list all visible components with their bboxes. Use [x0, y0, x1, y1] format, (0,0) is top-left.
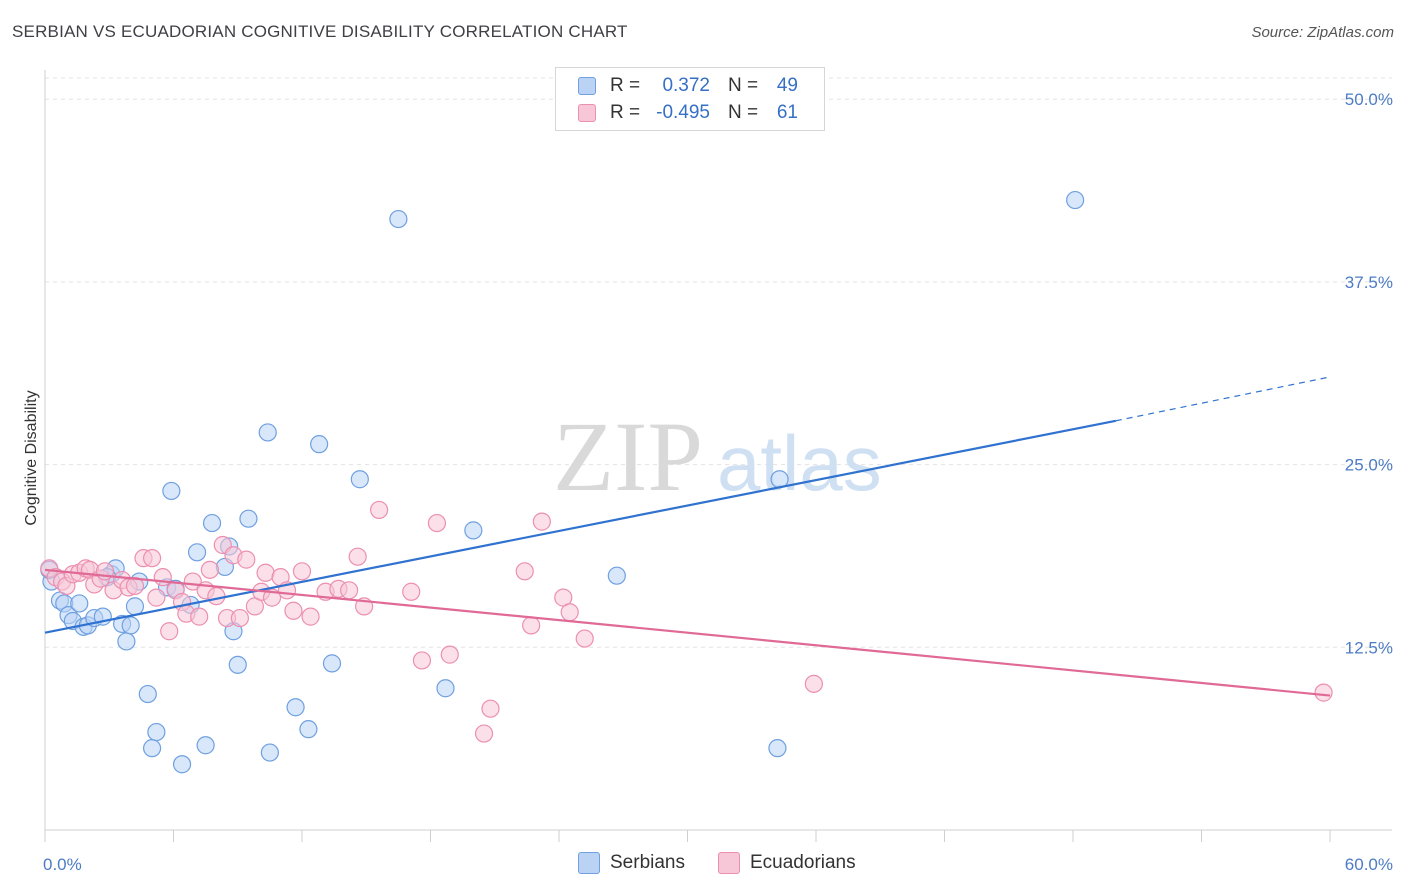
legend-r-label: R =: [610, 75, 641, 96]
series-label-ecuadorians: Ecuadorians: [750, 852, 856, 873]
data-point: [142, 549, 162, 568]
series-legend-ecuadorians[interactable]: Ecuadorians: [718, 852, 856, 874]
data-point: [147, 588, 166, 607]
y-axis-label: Cognitive Disability: [23, 390, 40, 525]
data-point: [239, 509, 258, 528]
data-point: [147, 722, 166, 742]
y-tick-label: 12.5%: [1345, 638, 1393, 657]
data-point: [256, 563, 275, 582]
data-point: [187, 543, 207, 562]
data-point: [481, 699, 500, 718]
data-point: [474, 724, 494, 743]
data-point: [286, 698, 305, 717]
data-point: [340, 581, 359, 600]
data-points: [40, 190, 1333, 774]
data-point: [301, 607, 320, 626]
data-point: [402, 582, 421, 601]
data-point: [117, 632, 136, 651]
data-point: [125, 597, 145, 616]
data-point: [310, 435, 329, 454]
data-point: [440, 645, 459, 664]
y-tick-label: 50.0%: [1345, 90, 1393, 109]
legend-n-value: 49: [776, 75, 798, 96]
data-point: [172, 755, 192, 774]
data-point: [196, 736, 215, 755]
data-point: [260, 743, 279, 762]
data-point: [389, 209, 408, 229]
series-swatch-ecuadorians: [718, 852, 740, 874]
data-point: [768, 739, 787, 758]
legend-row-ecuadorians: R = -0.495 N = 61: [578, 100, 798, 126]
tick-labels: 12.5% 25.0% 37.5% 50.0% 0.0% 60.0%: [43, 90, 1393, 874]
data-point: [560, 603, 579, 622]
correlation-legend: R = 0.372 N = 49 R = -0.495 N = 61: [555, 67, 825, 131]
data-point: [284, 601, 303, 620]
data-point: [607, 566, 626, 585]
legend-r-label: R =: [610, 102, 641, 123]
series-label-serbians: Serbians: [610, 852, 685, 873]
data-point: [125, 576, 145, 596]
data-point: [228, 655, 247, 674]
data-point: [804, 674, 823, 693]
data-point: [190, 607, 209, 626]
trend-lines: [44, 376, 1331, 697]
legend-r-value: 0.372: [662, 75, 710, 96]
data-point: [370, 500, 389, 520]
data-point: [348, 547, 367, 566]
data-point: [153, 568, 172, 587]
data-point: [121, 616, 140, 635]
data-point: [1066, 190, 1085, 210]
legend-swatch-serbians: [578, 77, 596, 95]
x-tick-label: 0.0%: [43, 855, 82, 874]
legend-n-label: N =: [728, 102, 759, 123]
data-point: [202, 513, 222, 533]
trend-line-extension: [1115, 376, 1331, 422]
data-point: [299, 720, 318, 739]
watermark-zip: ZIP: [553, 401, 703, 512]
chart-title: SERBIAN VS ECUADORIAN COGNITIVE DISABILI…: [12, 22, 628, 41]
data-point: [230, 608, 249, 628]
data-point: [412, 651, 432, 670]
x-tick-label: 60.0%: [1345, 855, 1393, 874]
data-point: [464, 521, 483, 540]
data-point: [427, 513, 447, 533]
trend-line-ecuadorians: [44, 568, 1331, 697]
data-point: [436, 679, 455, 698]
data-point: [258, 423, 277, 442]
source-attribution: Source: ZipAtlas.com: [1251, 24, 1394, 41]
data-point: [1314, 683, 1333, 702]
axes: [44, 70, 1392, 842]
series-ecuadorians: [40, 500, 1333, 743]
watermark-atlas: atlas: [717, 419, 882, 507]
legend-row-serbians: R = 0.372 N = 49: [578, 73, 798, 99]
data-point: [162, 481, 181, 501]
legend-n-value: 61: [776, 102, 798, 123]
data-point: [138, 684, 157, 704]
data-point: [292, 562, 312, 581]
legend-n-label: N =: [728, 75, 759, 96]
legend-swatch-ecuadorians: [578, 104, 596, 122]
data-point: [160, 622, 179, 641]
trend-line-serbians: [44, 419, 1117, 634]
data-point: [237, 550, 256, 569]
data-point: [142, 739, 162, 758]
data-point: [207, 587, 226, 606]
data-point: [522, 616, 541, 635]
series-swatch-serbians: [578, 852, 600, 874]
y-tick-label: 37.5%: [1345, 273, 1393, 292]
data-point: [350, 470, 369, 489]
y-tick-label: 25.0%: [1345, 456, 1393, 475]
data-point: [515, 562, 534, 581]
series-legend-serbians[interactable]: Serbians: [578, 852, 685, 874]
data-point: [322, 654, 342, 673]
legend-r-value: -0.495: [656, 102, 710, 123]
data-point: [70, 594, 89, 613]
data-point: [575, 629, 594, 648]
data-point: [200, 560, 220, 579]
data-point: [532, 512, 551, 531]
